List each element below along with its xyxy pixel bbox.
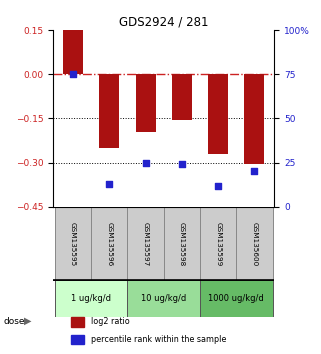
- Point: [252, 169, 257, 174]
- Text: GSM135600: GSM135600: [251, 222, 257, 266]
- Bar: [245, 74, 265, 164]
- Point: [107, 181, 112, 187]
- Bar: [135, 74, 156, 132]
- Bar: [55, 207, 91, 280]
- Point: [216, 183, 221, 188]
- Bar: [127, 280, 200, 317]
- Text: 1 ug/kg/d: 1 ug/kg/d: [71, 295, 111, 303]
- Bar: [172, 74, 192, 120]
- Bar: [99, 74, 119, 148]
- Point: [179, 161, 185, 167]
- Text: log2 ratio: log2 ratio: [91, 318, 129, 326]
- Bar: [55, 280, 127, 317]
- Point: [143, 160, 148, 165]
- Text: GSM135596: GSM135596: [106, 222, 112, 266]
- Text: 10 ug/kg/d: 10 ug/kg/d: [141, 295, 186, 303]
- Text: percentile rank within the sample: percentile rank within the sample: [91, 335, 226, 344]
- Text: ▶: ▶: [24, 316, 31, 326]
- Bar: [91, 207, 127, 280]
- Bar: [63, 30, 83, 74]
- Text: GSM135598: GSM135598: [179, 222, 185, 266]
- Bar: [236, 207, 273, 280]
- Bar: [127, 207, 164, 280]
- Text: GSM135599: GSM135599: [215, 222, 221, 266]
- Bar: [71, 335, 84, 344]
- Bar: [164, 207, 200, 280]
- Point: [70, 72, 75, 77]
- Bar: [71, 317, 84, 327]
- Text: dose: dose: [3, 316, 25, 326]
- Bar: [200, 207, 236, 280]
- Title: GDS2924 / 281: GDS2924 / 281: [119, 16, 208, 29]
- Bar: [208, 74, 228, 154]
- Text: GSM135595: GSM135595: [70, 222, 76, 266]
- Text: 1000 ug/kg/d: 1000 ug/kg/d: [208, 295, 264, 303]
- Bar: [200, 280, 273, 317]
- Text: GSM135597: GSM135597: [143, 222, 149, 266]
